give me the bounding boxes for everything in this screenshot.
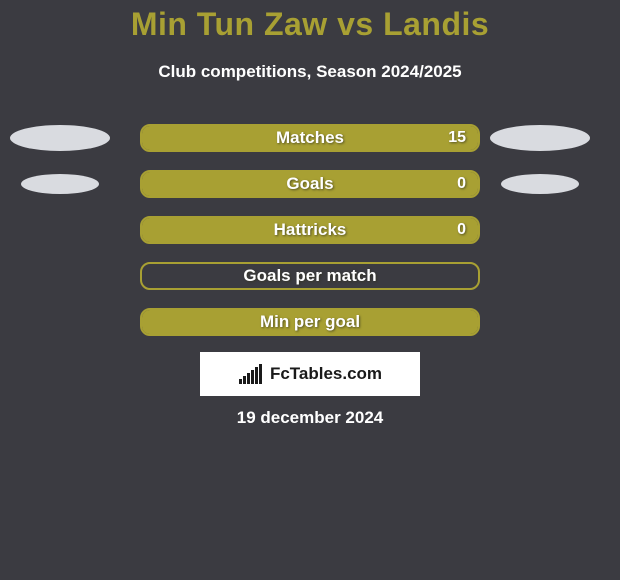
stat-value: 0	[457, 218, 466, 242]
stat-label: Goals per match	[142, 264, 478, 288]
bars-chart-icon	[238, 363, 264, 385]
stat-label: Goals	[142, 172, 478, 196]
stat-label: Matches	[142, 126, 478, 150]
left-ellipse	[10, 125, 110, 151]
stat-row: Hattricks0	[0, 216, 620, 244]
subtitle: Club competitions, Season 2024/2025	[0, 62, 620, 82]
stat-label: Min per goal	[142, 310, 478, 334]
right-ellipse	[501, 174, 579, 194]
stat-bar: Min per goal	[140, 308, 480, 336]
stat-bar: Matches15	[140, 124, 480, 152]
brand-box: FcTables.com	[200, 352, 420, 396]
page-title: Min Tun Zaw vs Landis	[0, 6, 620, 43]
stat-bar: Goals0	[140, 170, 480, 198]
stat-value: 15	[448, 126, 466, 150]
stat-row: Goals0	[0, 170, 620, 198]
stat-bar: Goals per match	[140, 262, 480, 290]
stat-row: Min per goal	[0, 308, 620, 336]
stat-row: Matches15	[0, 124, 620, 152]
stat-value: 0	[457, 172, 466, 196]
left-ellipse	[21, 174, 99, 194]
right-ellipse	[490, 125, 590, 151]
brand-text: FcTables.com	[270, 364, 382, 384]
stat-row: Goals per match	[0, 262, 620, 290]
stat-label: Hattricks	[142, 218, 478, 242]
date-text: 19 december 2024	[0, 408, 620, 428]
stat-bar: Hattricks0	[140, 216, 480, 244]
